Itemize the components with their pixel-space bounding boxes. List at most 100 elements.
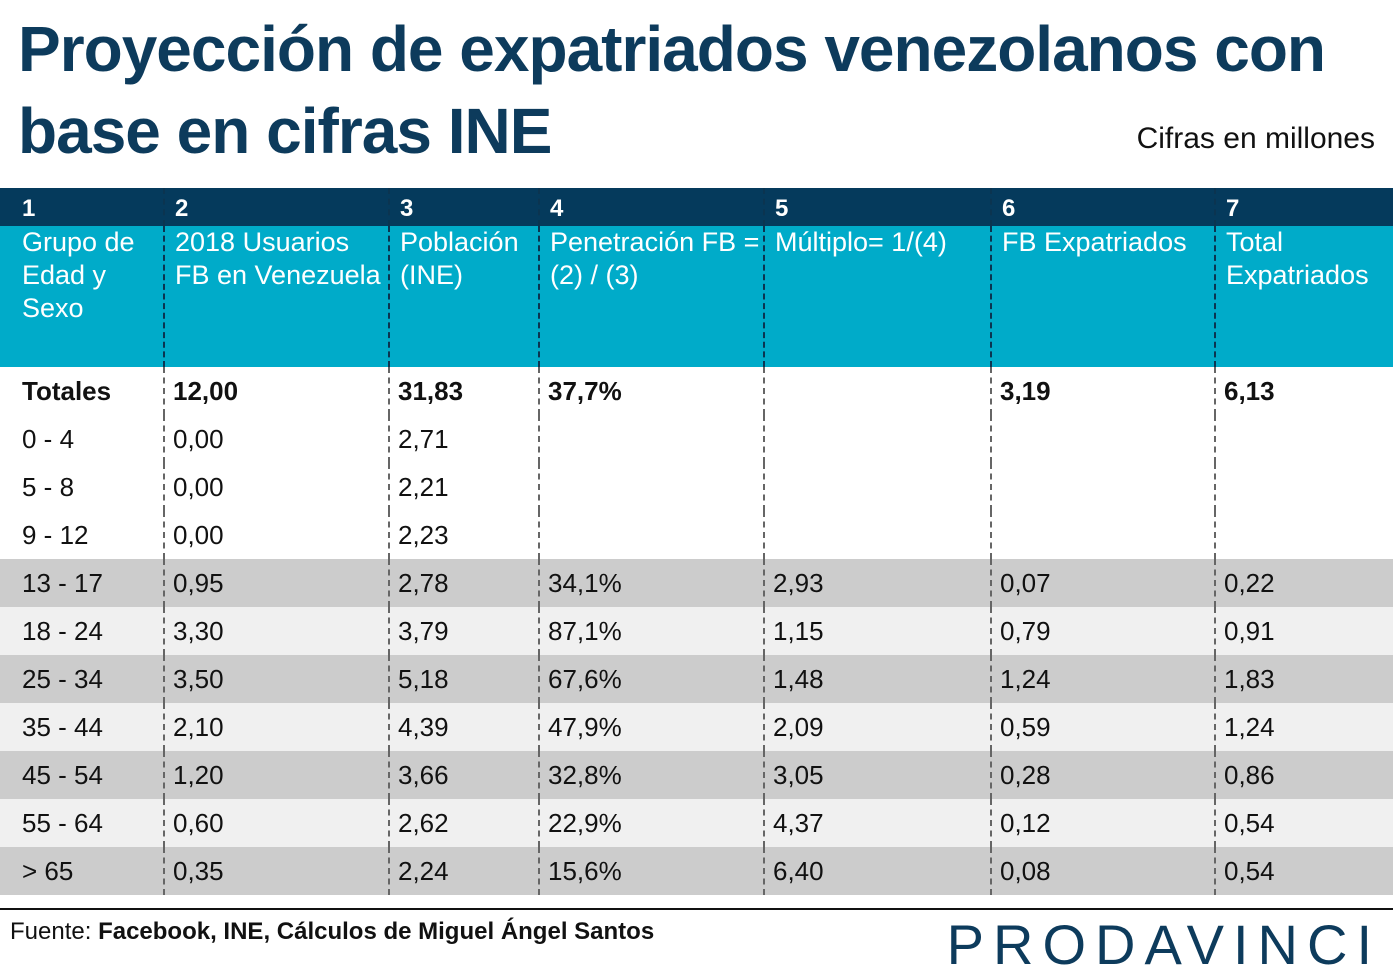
source-label: Fuente: <box>10 918 92 945</box>
table-cell: 15,6% <box>538 847 763 895</box>
table-cell: 1,20 <box>163 751 388 799</box>
table-cell: 18 - 24 <box>22 616 103 646</box>
table-row: 45 - 54 1,20 3,66 32,8% 3,05 0,28 0,86 <box>0 751 1393 799</box>
header-label-row: Grupo de Edad y Sexo 2018 Usuarios FB en … <box>0 226 1393 367</box>
table-cell: 1,24 <box>1214 703 1393 751</box>
table-cell: 55 - 64 <box>22 808 103 838</box>
table-cell: 3,50 <box>163 655 388 703</box>
table-cell: 2,62 <box>388 799 538 847</box>
table-cell: 0,60 <box>163 799 388 847</box>
column-header: Penetración FB = (2) / (3) <box>538 226 763 367</box>
table-cell: 0,54 <box>1214 799 1393 847</box>
table-cell: 0,86 <box>1214 751 1393 799</box>
table-cell: 2,21 <box>388 463 538 511</box>
column-number: 2 <box>163 188 388 226</box>
column-header: Múltiplo= 1/(4) <box>763 226 990 367</box>
column-header: FB Expatriados <box>990 226 1214 367</box>
column-number: 6 <box>990 188 1214 226</box>
page-title: Proyección de expatriados venezolanos co… <box>18 13 1326 167</box>
table-cell: 0,00 <box>163 511 388 559</box>
table-cell: 3,30 <box>163 607 388 655</box>
column-header: Total Expatriados <box>1214 226 1393 367</box>
table-cell: 0,35 <box>163 847 388 895</box>
table-row: 25 - 34 3,50 5,18 67,6% 1,48 1,24 1,83 <box>0 655 1393 703</box>
table-cell: 0,00 <box>163 415 388 463</box>
table-cell: 2,10 <box>163 703 388 751</box>
table-cell: 1,83 <box>1214 655 1393 703</box>
table-cell: 4,37 <box>763 799 990 847</box>
table-cell: 35 - 44 <box>22 712 103 742</box>
table-row: > 65 0,35 2,24 15,6% 6,40 0,08 0,54 <box>0 847 1393 895</box>
table-cell <box>763 463 990 511</box>
table-cell: 32,8% <box>538 751 763 799</box>
table-cell: 0,00 <box>163 463 388 511</box>
table-cell <box>538 463 763 511</box>
units-note: Cifras en millones <box>1136 122 1375 155</box>
table-cell: 0,91 <box>1214 607 1393 655</box>
table-row: 55 - 64 0,60 2,62 22,9% 4,37 0,12 0,54 <box>0 799 1393 847</box>
table-row: 5 - 8 0,00 2,21 <box>0 463 1393 511</box>
table-row: 18 - 24 3,30 3,79 87,1% 1,15 0,79 0,91 <box>0 607 1393 655</box>
column-number: 3 <box>388 188 538 226</box>
column-number: 7 <box>1214 188 1393 226</box>
table-cell: 2,09 <box>763 703 990 751</box>
table-cell: 3,66 <box>388 751 538 799</box>
table-cell: 25 - 34 <box>22 664 103 694</box>
column-header: 2018 Usuarios FB en Venezuela <box>163 226 388 367</box>
table-cell: 0,28 <box>990 751 1214 799</box>
table-cell: 0,59 <box>990 703 1214 751</box>
table-cell: 37,7% <box>538 367 763 415</box>
table-cell: 22,9% <box>538 799 763 847</box>
table-cell: 2,71 <box>388 415 538 463</box>
table-cell <box>990 415 1214 463</box>
table-cell: Totales <box>22 376 112 406</box>
table-cell: 45 - 54 <box>22 760 103 790</box>
table-cell: 5 - 8 <box>22 472 75 502</box>
table-cell: 0 - 4 <box>22 424 75 454</box>
prodavinci-logo: PRODAVINCI <box>946 913 1381 976</box>
table-cell: 2,24 <box>388 847 538 895</box>
table-cell: 3,79 <box>388 607 538 655</box>
table-cell: 13 - 17 <box>22 568 103 598</box>
totals-row: Totales 12,00 31,83 37,7% 3,19 6,13 <box>0 367 1393 415</box>
table-row: 13 - 17 0,95 2,78 34,1% 2,93 0,07 0,22 <box>0 559 1393 607</box>
table-cell: 0,12 <box>990 799 1214 847</box>
source-text: Facebook, INE, Cálculos de Miguel Ángel … <box>98 918 655 945</box>
table-cell: 0,22 <box>1214 559 1393 607</box>
table-cell: 2,23 <box>388 511 538 559</box>
table-cell: 2,93 <box>763 559 990 607</box>
table-cell: 31,83 <box>388 367 538 415</box>
table-cell: 2,78 <box>388 559 538 607</box>
table-cell: 4,39 <box>388 703 538 751</box>
table-cell <box>990 463 1214 511</box>
table-cell: 47,9% <box>538 703 763 751</box>
table-cell: 3,19 <box>990 367 1214 415</box>
table-cell: 9 - 12 <box>22 520 89 550</box>
table-body: Totales 12,00 31,83 37,7% 3,19 6,13 0 - 4 0,00 2… <box>0 367 1393 895</box>
table-cell: 0,08 <box>990 847 1214 895</box>
table-cell: 67,6% <box>538 655 763 703</box>
table-cell: 0,95 <box>163 559 388 607</box>
table-cell <box>538 511 763 559</box>
column-header: Población (INE) <box>388 226 538 367</box>
column-number: 1 <box>22 195 36 222</box>
table-cell <box>990 511 1214 559</box>
table-cell: 0,07 <box>990 559 1214 607</box>
table-cell <box>763 511 990 559</box>
table-row: 0 - 4 0,00 2,71 <box>0 415 1393 463</box>
table-cell: 87,1% <box>538 607 763 655</box>
column-header: Grupo de Edad y Sexo <box>22 227 135 323</box>
source-note: Fuente: Facebook, INE, Cálculos de Migue… <box>10 918 654 946</box>
table-cell <box>763 415 990 463</box>
table-cell: 34,1% <box>538 559 763 607</box>
table-cell: 3,05 <box>763 751 990 799</box>
table-cell: 6,40 <box>763 847 990 895</box>
footer-divider <box>0 908 1393 910</box>
table-row: 9 - 12 0,00 2,23 <box>0 511 1393 559</box>
table-cell: 1,24 <box>990 655 1214 703</box>
table-cell: 5,18 <box>388 655 538 703</box>
table-cell <box>1214 463 1393 511</box>
table-cell: 12,00 <box>163 367 388 415</box>
